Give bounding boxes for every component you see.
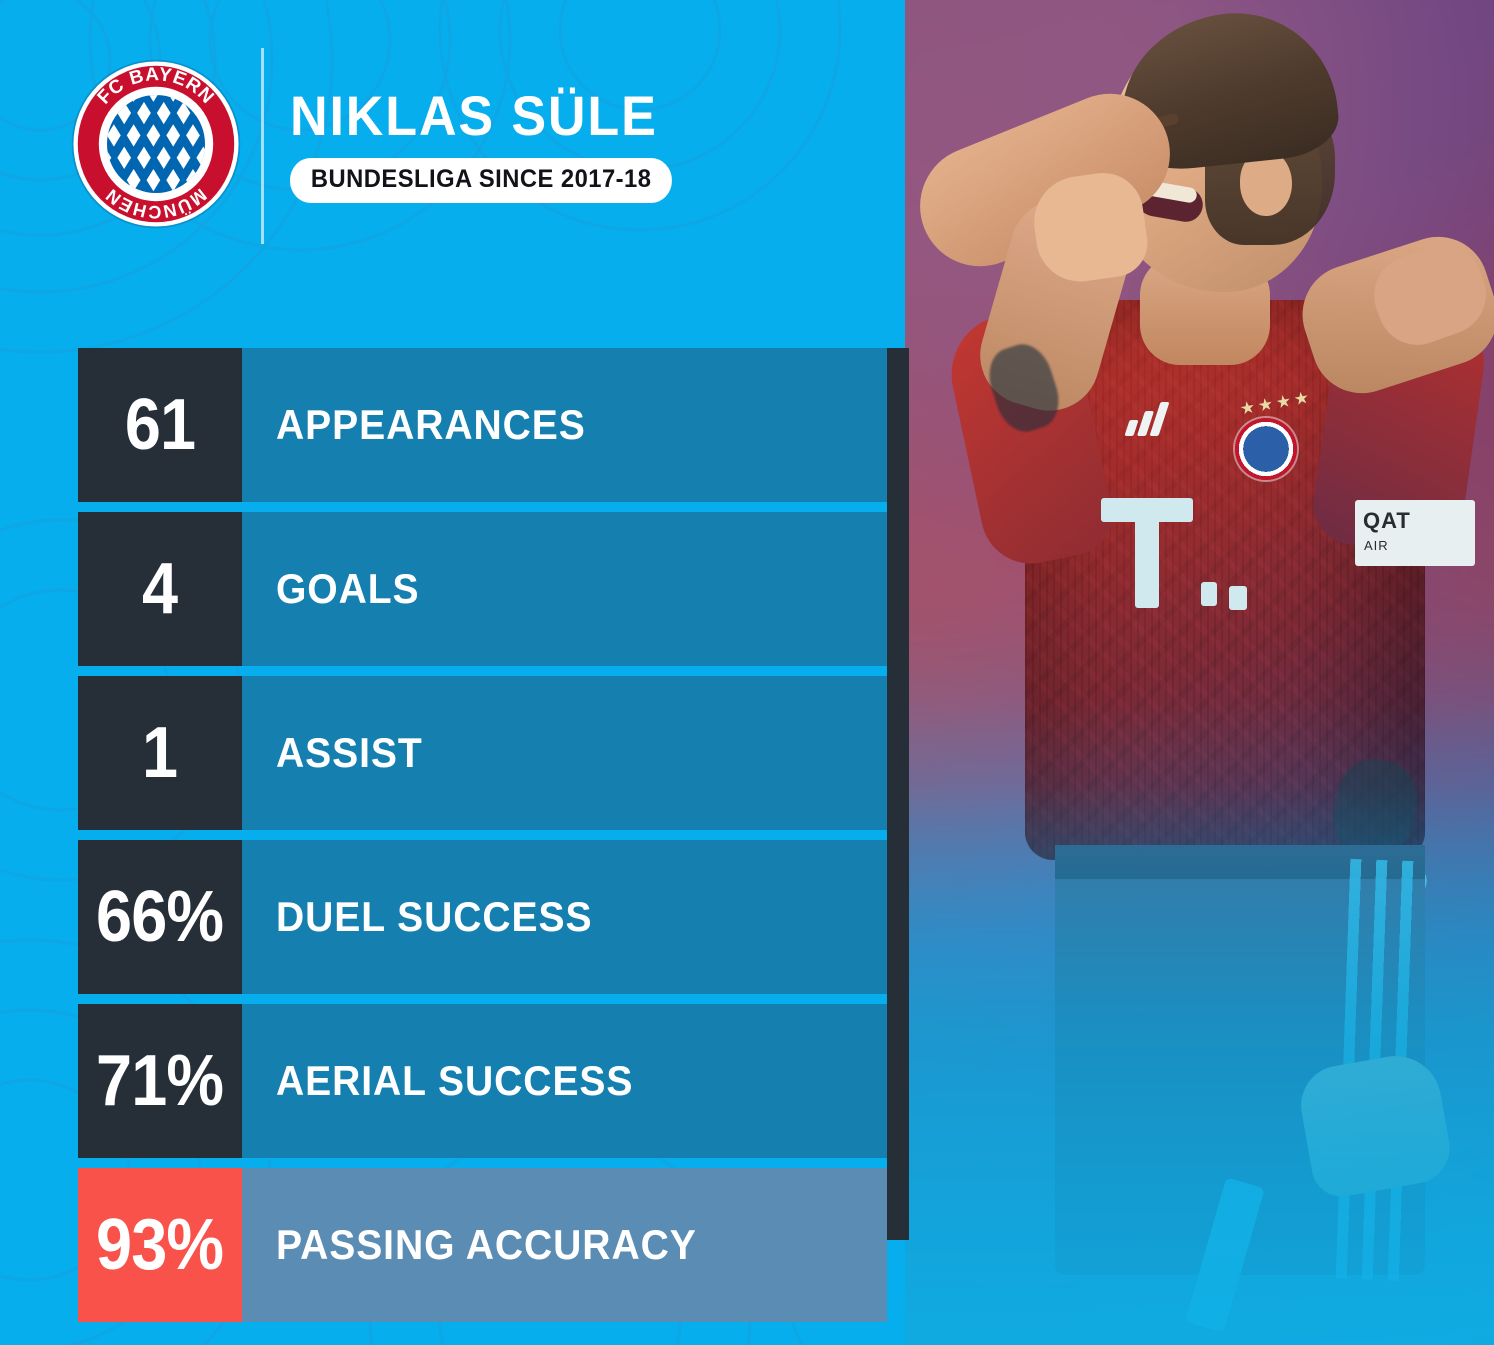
player-photo: ★★★★ QAT AIR	[905, 0, 1494, 1345]
header-divider	[261, 48, 264, 244]
stat-row: 4 GOALS	[78, 512, 887, 666]
stat-value: 1	[142, 713, 178, 793]
stat-value: 61	[124, 385, 196, 465]
header: FC BAYERN MÜNCHEN NIKLAS SÜLE BUNDESLIGA…	[0, 0, 905, 300]
stat-label: DUEL SUCCESS	[276, 893, 593, 940]
stat-value-box: 61	[78, 348, 242, 502]
page-title: NIKLAS SÜLE	[290, 84, 658, 147]
stat-value-box: 1	[78, 676, 242, 830]
stat-value: 71%	[96, 1041, 224, 1121]
stat-row: 61 APPEARANCES	[78, 348, 887, 502]
stats-list: 61 APPEARANCES 4 GOALS 1 ASSIST 66% DUEL SUCCES…	[78, 348, 887, 1322]
stat-row: 66% DUEL SUCCESS	[78, 840, 887, 994]
stat-value-box: 71%	[78, 1004, 242, 1158]
stat-value: 93%	[96, 1205, 224, 1285]
stat-value-box: 93%	[78, 1168, 242, 1322]
stat-label: APPEARANCES	[276, 401, 586, 448]
header-titles: NIKLAS SÜLE BUNDESLIGA SINCE 2017-18	[290, 88, 890, 203]
stat-row: 93% PASSING ACCURACY	[78, 1168, 887, 1322]
fc-bayern-crest-icon: FC BAYERN MÜNCHEN	[70, 58, 242, 230]
stat-label: ASSIST	[276, 729, 423, 776]
stat-row: 71% AERIAL SUCCESS	[78, 1004, 887, 1158]
stat-row: 1 ASSIST	[78, 676, 887, 830]
subtitle-badge: BUNDESLIGA SINCE 2017-18	[290, 158, 673, 203]
stat-value-box: 4	[78, 512, 242, 666]
stat-value: 66%	[96, 877, 224, 957]
photo-cyan-wash	[905, 785, 1494, 1345]
stat-value: 4	[142, 549, 178, 629]
stats-right-accent-bar	[887, 348, 909, 1240]
stat-label: GOALS	[276, 565, 420, 612]
stat-label: PASSING ACCURACY	[276, 1221, 697, 1268]
stat-value-box: 66%	[78, 840, 242, 994]
stat-label: AERIAL SUCCESS	[276, 1057, 634, 1104]
